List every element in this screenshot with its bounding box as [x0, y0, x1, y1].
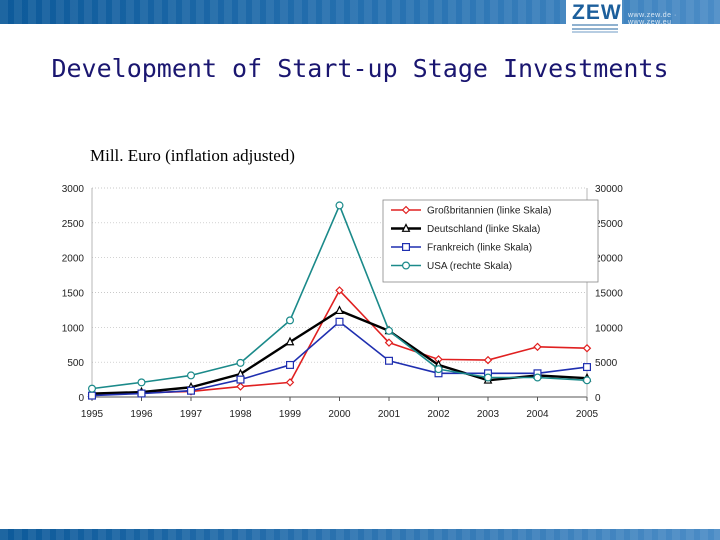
- data-point: [286, 360, 295, 369]
- legend-label: USA (rechte Skala): [427, 261, 512, 272]
- data-point: [137, 378, 146, 387]
- y-left-tick-label: 2000: [62, 254, 85, 265]
- data-point: [582, 376, 591, 385]
- data-point: [236, 358, 245, 367]
- header-url: www.zew.de · www.zew.eu: [628, 12, 677, 26]
- data-point: [285, 378, 295, 387]
- x-tick-label: 2002: [427, 409, 450, 420]
- x-tick-label: 2004: [526, 409, 549, 420]
- x-tick-label: 2005: [576, 409, 599, 420]
- data-point: [385, 326, 394, 335]
- y-right-tick-label: 20000: [595, 254, 623, 265]
- legend-label: Deutschland (linke Skala): [427, 224, 540, 235]
- x-tick-label: 1998: [229, 409, 252, 420]
- data-point: [335, 286, 344, 295]
- line-chart: 0 0 500 5000 1000 10000 1500 15000 2000 20000 2500…: [62, 184, 623, 420]
- slide-title: Development of Start-up Stage Investment…: [51, 54, 669, 83]
- series-line-frankreich-linke-skala: [91, 320, 588, 397]
- data-point: [384, 338, 394, 347]
- y-right-tick-label: 25000: [595, 219, 623, 230]
- data-point: [285, 336, 295, 346]
- data-point: [533, 373, 542, 382]
- legend-swatch-marker: [401, 205, 411, 215]
- y-left-tick-label: 1000: [62, 323, 85, 334]
- data-point: [385, 356, 394, 365]
- data-point: [434, 365, 443, 374]
- y-left-tick-label: 500: [67, 358, 84, 369]
- chart-subtitle: Mill. Euro (inflation adjusted): [90, 146, 295, 165]
- y-right-tick-label: 10000: [595, 323, 623, 334]
- x-tick-label: 1996: [130, 409, 153, 420]
- zew-logo: ZEW: [566, 0, 622, 36]
- data-point: [236, 382, 245, 391]
- data-point: [236, 375, 245, 384]
- data-point: [137, 389, 146, 398]
- legend-label: Großbritannien (linke Skala): [427, 206, 552, 217]
- x-tick-label: 2003: [477, 409, 500, 420]
- x-tick-label: 1995: [81, 409, 104, 420]
- legend-swatch-marker: [402, 261, 411, 270]
- data-point: [87, 384, 96, 393]
- logo-stripes: [572, 24, 618, 26]
- y-left-tick-label: 3000: [62, 184, 85, 195]
- x-tick-label: 2001: [378, 409, 401, 420]
- data-point: [582, 343, 592, 353]
- data-point: [335, 305, 344, 315]
- data-point: [483, 355, 493, 365]
- data-point: [187, 371, 196, 380]
- legend-swatch-marker: [402, 242, 411, 251]
- y-left-tick-label: 1500: [62, 289, 85, 300]
- y-right-tick-label: 15000: [595, 289, 623, 300]
- legend-box: [382, 199, 599, 283]
- legend-label: Frankreich (linke Skala): [427, 243, 532, 254]
- data-point: [286, 316, 295, 325]
- y-left-tick-label: 0: [78, 393, 84, 404]
- y-right-tick-label: 0: [595, 393, 601, 404]
- x-tick-label: 1997: [180, 409, 203, 420]
- y-right-tick-label: 5000: [595, 358, 618, 369]
- logo-text: ZEW: [572, 1, 622, 24]
- data-point: [335, 317, 344, 326]
- data-point: [187, 386, 196, 395]
- data-point: [484, 373, 493, 382]
- x-tick-label: 1999: [279, 409, 302, 420]
- bottom-banner: [0, 529, 720, 540]
- data-point: [335, 201, 344, 210]
- y-left-tick-label: 2500: [62, 219, 85, 230]
- data-point: [582, 363, 591, 372]
- data-point: [87, 391, 96, 400]
- legend-swatch-marker: [401, 223, 411, 232]
- x-tick-label: 2000: [328, 409, 351, 420]
- y-right-tick-label: 30000: [595, 184, 623, 195]
- data-point: [533, 342, 542, 352]
